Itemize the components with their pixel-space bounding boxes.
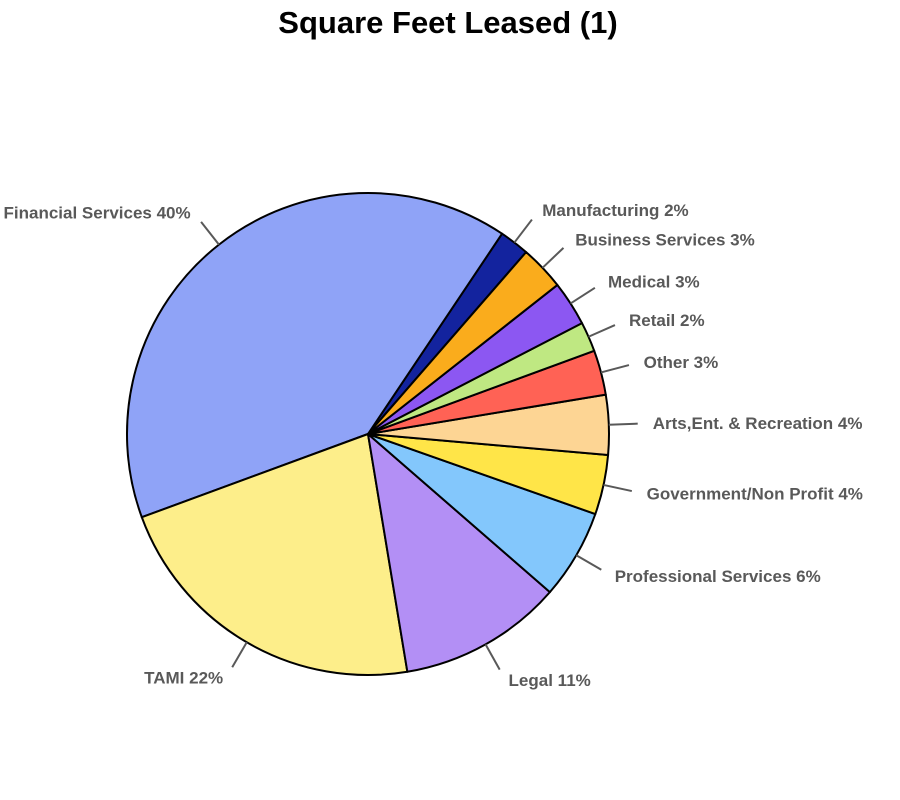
slice-label-tami: TAMI 22% bbox=[144, 669, 223, 688]
leader-line-arts-ent-recreation bbox=[608, 422, 638, 426]
pie-slices bbox=[126, 191, 610, 676]
leader-line-business-services bbox=[541, 247, 565, 269]
slice-label-retail: Retail 2% bbox=[629, 311, 705, 330]
leader-line-tami bbox=[231, 641, 248, 668]
leader-line-other bbox=[600, 364, 630, 374]
slice-labels: Manufacturing 2% Financial Services 40% TA… bbox=[4, 201, 863, 690]
pie-slice-legal bbox=[367, 433, 551, 673]
slice-label-legal: Legal 11% bbox=[509, 671, 591, 690]
pie-slice-financial-services bbox=[126, 191, 504, 519]
chart-title: Square Feet Leased (1) bbox=[278, 5, 617, 40]
slice-label-other: Other 3% bbox=[644, 353, 719, 372]
pie-slice-business-services bbox=[367, 251, 559, 435]
leader-line-professional-services bbox=[575, 554, 602, 571]
leader-line-legal bbox=[484, 643, 501, 671]
leader-line-government-non-profit bbox=[603, 483, 633, 493]
leader-lines bbox=[200, 218, 638, 671]
slice-label-government-non-profit: Government/Non Profit 4% bbox=[647, 485, 863, 504]
slice-label-arts-ent-recreation: Arts,Ent. & Recreation 4% bbox=[653, 414, 863, 433]
leader-line-manufacturing bbox=[513, 218, 533, 244]
leader-line-medical bbox=[570, 286, 596, 305]
leader-line-financial-services bbox=[200, 221, 220, 246]
pie-slice-tami bbox=[140, 433, 409, 676]
leader-line-retail bbox=[588, 324, 616, 338]
slice-label-financial-services: Financial Services 40% bbox=[4, 203, 191, 222]
slice-label-manufacturing: Manufacturing 2% bbox=[542, 201, 688, 220]
slice-label-business-services: Business Services 3% bbox=[575, 231, 755, 250]
slice-label-professional-services: Professional Services 6% bbox=[615, 567, 821, 586]
slice-label-medical: Medical 3% bbox=[608, 272, 700, 291]
